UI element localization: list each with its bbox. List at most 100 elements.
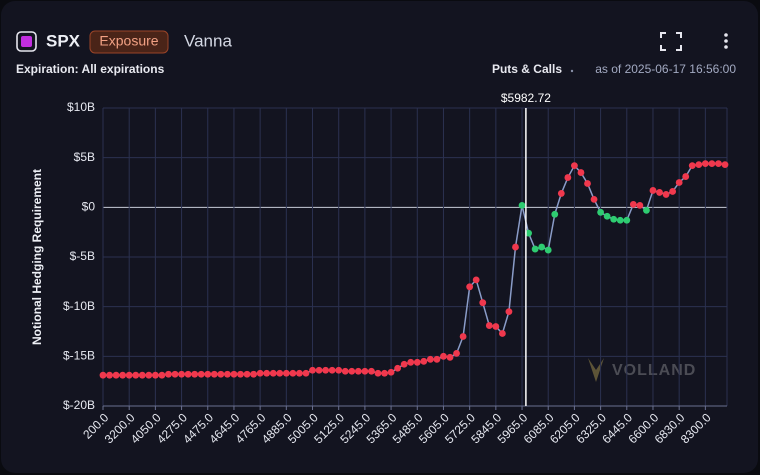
data-point [269,369,277,377]
y-tick-label: $-15B [63,349,95,363]
data-point [498,330,506,337]
data-point [669,188,677,195]
data-point [525,229,532,237]
data-point [440,352,447,360]
data-point [237,370,244,378]
data-point [682,173,690,180]
data-point [394,364,402,372]
data-point [610,215,618,223]
data-point [354,367,362,375]
data-point [616,216,624,224]
y-axis-label: Notional Hedging Requirement [30,169,44,345]
badge-text: Exposure [99,33,158,49]
data-point [643,206,650,214]
data-point [158,371,166,379]
data-point [322,366,330,374]
data-point [230,370,238,378]
data-point [224,370,231,378]
data-point [538,243,546,251]
data-point [590,195,598,203]
data-point [106,371,113,379]
data-point [662,191,670,198]
separator [570,69,574,73]
data-point [715,160,722,168]
badge[interactable] [89,30,169,54]
data-point [485,322,493,329]
data-point [112,371,120,379]
data-point [315,366,323,374]
data-point [603,212,611,220]
data-point [165,370,172,378]
spot-label: $5982.72 [501,91,551,105]
data-point [256,369,264,377]
data-point [171,370,179,378]
data-point [571,162,578,170]
menu-button[interactable] [724,33,728,49]
data-point [695,161,703,169]
y-tick-label: $5B [74,150,95,164]
data-point [505,308,513,316]
data-point [138,371,146,379]
data-point [564,174,572,181]
data-point [675,179,683,186]
data-point [688,162,696,170]
data-point [132,371,140,379]
data-point [649,187,657,194]
data-point [708,160,716,168]
data-point [204,370,212,378]
y-tick-label: $-20B [63,398,95,412]
data-point [250,370,257,378]
data-point [433,355,441,363]
data-point [479,299,487,307]
data-point [191,370,199,378]
data-point [348,367,356,375]
data-point [407,358,415,366]
data-point [466,283,474,291]
data-point [531,245,539,253]
data-point [328,366,336,374]
data-point [544,246,552,254]
data-point [512,243,519,251]
data-point [426,355,434,363]
data-point [472,276,480,284]
data-point [145,371,153,379]
data-point [243,370,251,378]
data-point [446,353,454,361]
data-point [459,333,467,340]
data-point [151,371,159,379]
data-point [721,161,729,169]
data-point [420,357,428,365]
data-point [400,360,408,368]
expiration[interactable]: Expiration: All expirations [16,62,165,76]
data-point [184,370,192,378]
data-point [584,180,591,187]
data-point [263,369,271,377]
data-point [636,201,644,209]
data-point [302,369,310,377]
timestamp: as of 2025-06-17 16:56:00 [595,62,736,76]
fullscreen-button[interactable] [660,32,682,51]
data-point [368,367,375,375]
view-title: Vanna [184,31,232,50]
data-point [381,369,388,377]
data-point [656,189,663,196]
symbol-icon [16,31,37,52]
data-point [518,201,526,209]
data-point [197,370,205,378]
data-point [282,369,290,377]
data-point [597,208,604,216]
data-point [413,358,421,366]
data-point [623,216,631,224]
watermark-logo [588,358,604,382]
data-point [210,370,218,378]
symbol: SPX [46,31,81,50]
data-point [577,169,585,176]
mode[interactable]: Puts & Calls [492,62,562,76]
data-point [178,370,185,378]
data-point [309,366,316,374]
data-point [387,368,395,376]
data-point [701,160,709,168]
